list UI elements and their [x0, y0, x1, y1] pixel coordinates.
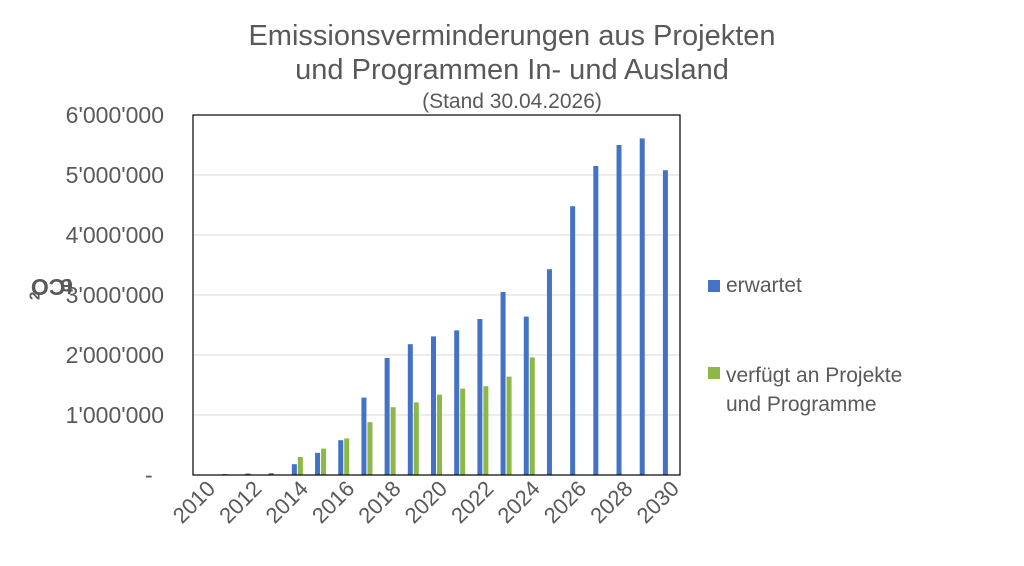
bar-erwartet [268, 473, 274, 475]
x-tick-label: 2026 [539, 476, 591, 528]
bar-erwartet [616, 145, 622, 475]
chart-subtitle: (Stand 30.04.2026) [422, 90, 602, 113]
x-tick-label: 2016 [307, 476, 359, 528]
x-tick-label: 2018 [353, 476, 405, 528]
bar-verfuegt [344, 438, 350, 475]
chart-title-line-1: Emissionsverminderungen aus Projekten [248, 20, 776, 52]
bar-verfuegt [390, 407, 396, 475]
bar-verfuegt [483, 386, 489, 475]
y-tick-label: 6'000'000 [66, 102, 164, 128]
y-tick-label: 3'000'000 [66, 282, 164, 308]
bar-erwartet [662, 170, 668, 475]
legend-swatch-verfuegt [708, 367, 720, 379]
bar-erwartet [454, 330, 460, 475]
bar-verfuegt [529, 357, 535, 475]
x-tick-label: 2010 [168, 476, 220, 528]
legend-label-verfuegt-line-1: verfügt an Projekte [726, 364, 903, 387]
chart-title-line-2: und Programmen In- und Ausland [295, 54, 729, 86]
x-tick-label: 2028 [585, 476, 637, 528]
legend-label-verfuegt: verfügt an Projekte und Programme [726, 361, 902, 419]
bar-erwartet [361, 397, 367, 475]
y-tick-label: 2'000'000 [66, 342, 164, 368]
bar-verfuegt [460, 388, 466, 475]
x-tick-label: 2024 [493, 476, 545, 528]
legend-item-erwartet: erwartet [708, 274, 802, 298]
x-tick-label: 2014 [261, 476, 313, 528]
bar-verfuegt [506, 376, 512, 475]
legend-swatch-erwartet [708, 280, 720, 292]
x-tick-label: 2022 [446, 476, 498, 528]
bar-erwartet [477, 319, 483, 475]
y-tick-label: 4'000'000 [66, 222, 164, 248]
y-tick-label: - [145, 462, 153, 488]
bar-erwartet [570, 206, 576, 475]
y-tick-label: 5'000'000 [66, 162, 164, 188]
bar-erwartet [384, 358, 390, 475]
plot-area-border [192, 114, 681, 476]
bar-erwartet [315, 452, 321, 475]
bar-verfuegt [297, 457, 303, 475]
bar-erwartet [407, 344, 413, 475]
bar-erwartet [639, 138, 645, 475]
bar-erwartet [431, 336, 436, 475]
bar-verfuegt [437, 394, 442, 475]
legend-label-erwartet: erwartet [726, 274, 802, 297]
x-tick-label: 2020 [400, 476, 452, 528]
bar-erwartet [546, 269, 552, 475]
bar-erwartet [500, 292, 506, 475]
bar-erwartet [523, 316, 529, 475]
bar-erwartet [245, 473, 251, 475]
x-tick-label: 2030 [632, 476, 684, 528]
bar-erwartet [291, 464, 297, 475]
legend-item-verfuegt: verfügt an Projekte und Programme [708, 361, 902, 419]
bar-erwartet [338, 440, 344, 475]
bar-verfuegt [321, 448, 327, 475]
x-tick-label: 2012 [214, 476, 266, 528]
bar-verfuegt [413, 402, 419, 475]
legend-label-verfuegt-line-2: und Programme [726, 393, 877, 416]
bar-erwartet [593, 166, 599, 475]
bar-verfuegt [367, 422, 373, 475]
y-tick-label: 1'000'000 [66, 402, 164, 428]
